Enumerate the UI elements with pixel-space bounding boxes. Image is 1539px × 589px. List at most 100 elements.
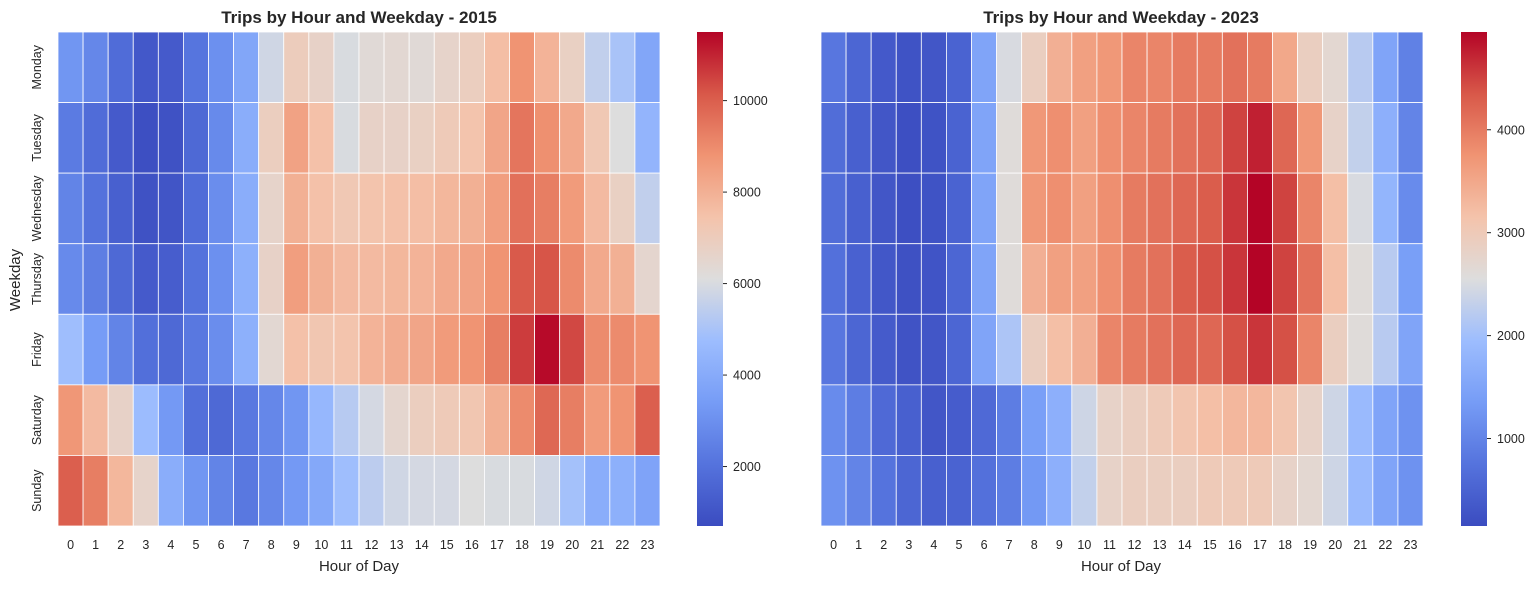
heatmap-cell xyxy=(971,384,997,456)
heatmap-cell xyxy=(132,243,159,315)
heatmap-cell xyxy=(433,172,460,245)
heatmap-cell xyxy=(820,102,847,174)
heatmap-cell xyxy=(1322,172,1349,245)
x-tick-label: 9 xyxy=(1056,538,1063,552)
heatmap-cell xyxy=(534,243,561,315)
heatmap-cell xyxy=(584,243,611,315)
y-tick-label: Friday xyxy=(30,331,44,366)
heatmap-cell xyxy=(157,384,184,456)
heatmap-cells-2015 xyxy=(57,31,661,527)
heatmap-cell xyxy=(183,172,209,245)
heatmap-cell xyxy=(283,384,310,456)
heatmap-cell xyxy=(609,384,636,456)
heatmap-cell xyxy=(383,243,410,315)
heatmap-cell xyxy=(82,384,109,456)
heatmap-cell xyxy=(183,313,209,386)
heatmap-cell xyxy=(1247,172,1273,245)
heatmap-cell xyxy=(1397,313,1424,386)
heatmap-cell xyxy=(1272,455,1298,527)
heatmap-cell xyxy=(258,313,285,386)
heatmap-cell xyxy=(509,102,535,174)
heatmap-cell xyxy=(609,313,636,386)
heatmap-cell xyxy=(333,172,360,245)
heatmap-cell xyxy=(996,313,1023,386)
heatmap-cell xyxy=(895,384,922,456)
heatmap-cell xyxy=(1347,102,1374,174)
heatmap-cell xyxy=(559,384,586,456)
x-tick-label: 16 xyxy=(465,538,479,552)
heatmap-cell xyxy=(584,384,611,456)
heatmap-cell xyxy=(308,313,335,386)
heatmap-cell xyxy=(920,172,947,245)
heatmap-cell xyxy=(946,384,972,456)
heatmap-cell xyxy=(820,172,847,245)
heatmap-cell xyxy=(107,455,134,527)
heatmap-cell xyxy=(333,313,360,386)
heatmap-cell xyxy=(233,243,260,315)
x-tick-label: 17 xyxy=(1253,538,1267,552)
heatmap-cell xyxy=(1272,172,1298,245)
heatmap-cell xyxy=(1121,455,1148,527)
heatmap-cell xyxy=(383,102,410,174)
heatmap-cell xyxy=(57,384,84,456)
heatmap-cell xyxy=(996,384,1023,456)
heatmap-cell xyxy=(1196,455,1223,527)
heatmap-cell xyxy=(971,31,997,103)
heatmap-cell xyxy=(1096,172,1123,245)
heatmap-cell xyxy=(1221,102,1248,174)
heatmap-cell xyxy=(1196,384,1223,456)
heatmap-cell xyxy=(1046,243,1073,315)
heatmap-cell xyxy=(634,172,661,245)
x-tick-label: 2 xyxy=(117,538,124,552)
heatmap-cell xyxy=(1096,313,1123,386)
x-tick-label: 0 xyxy=(830,538,837,552)
heatmap-cell xyxy=(1347,384,1374,456)
heatmap-cell xyxy=(584,31,611,103)
heatmap-cell xyxy=(509,172,535,245)
heatmap-cell xyxy=(333,31,360,103)
heatmap-cell xyxy=(509,313,535,386)
heatmap-cell xyxy=(484,243,510,315)
heatmap-cell xyxy=(584,102,611,174)
heatmap-cell xyxy=(157,455,184,527)
heatmap-cell xyxy=(358,384,385,456)
x-tick-label: 18 xyxy=(1278,538,1292,552)
heatmap-cell xyxy=(1397,243,1424,315)
colorbar-ticks-2023: 1000 2000 3000 4000 xyxy=(1487,123,1525,446)
heatmap-cell xyxy=(132,102,159,174)
heatmap-cell xyxy=(484,31,510,103)
heatmap-cell xyxy=(870,31,897,103)
heatmap-cell xyxy=(584,172,611,245)
heatmap-cell xyxy=(1322,102,1349,174)
heatmap-cell xyxy=(107,384,134,456)
heatmap-cell xyxy=(971,313,997,386)
heatmap-cell xyxy=(1071,384,1098,456)
heatmap-cell xyxy=(920,102,947,174)
heatmap-cell xyxy=(920,243,947,315)
heatmap-cell xyxy=(308,172,335,245)
heatmap-cell xyxy=(996,243,1023,315)
heatmap-cell xyxy=(820,313,847,386)
colorbar-tick-label: 1000 xyxy=(1497,432,1525,446)
heatmap-cell xyxy=(1121,384,1148,456)
heatmap-cell xyxy=(1372,384,1399,456)
heatmap-cell xyxy=(634,455,661,527)
heatmap-cell xyxy=(1221,172,1248,245)
heatmap-cell xyxy=(1372,102,1399,174)
heatmap-cell xyxy=(609,172,636,245)
x-tick-label: 7 xyxy=(1006,538,1013,552)
heatmap-cell xyxy=(157,172,184,245)
heatmap-cell xyxy=(208,455,234,527)
heatmap-cell xyxy=(132,31,159,103)
heatmap-cell xyxy=(82,31,109,103)
heatmap-cell xyxy=(845,455,872,527)
heatmap-cell xyxy=(634,313,661,386)
heatmap-cell xyxy=(1021,243,1048,315)
heatmap-cell xyxy=(1096,243,1123,315)
heatmap-cell xyxy=(509,384,535,456)
heatmap-cell xyxy=(1021,384,1048,456)
heatmap-cell xyxy=(1347,31,1374,103)
heatmap-cell xyxy=(333,455,360,527)
heatmap-cell xyxy=(208,313,234,386)
heatmap-cell xyxy=(845,313,872,386)
